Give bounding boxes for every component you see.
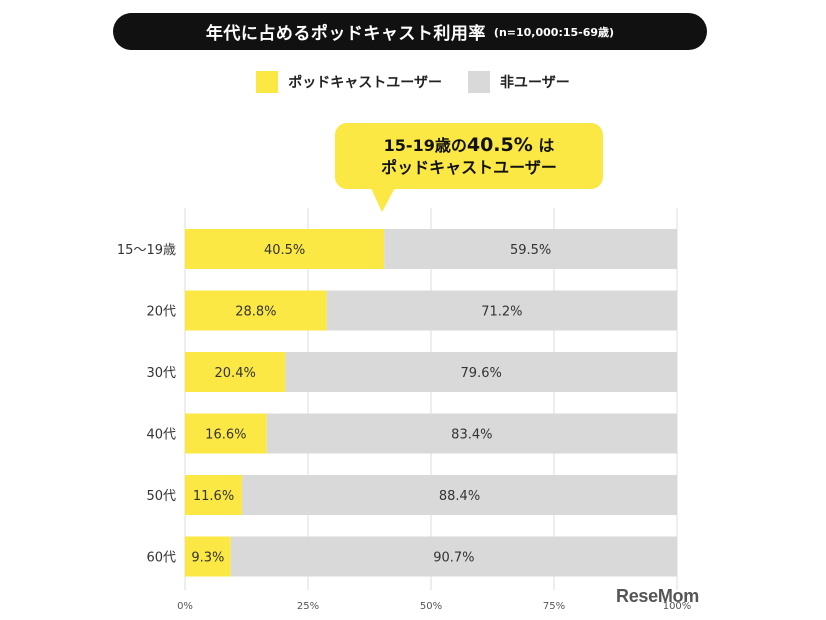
bar-non-users [285,352,677,392]
bar-users [185,290,327,331]
data-label-non-users: 71.2% [481,305,522,320]
callout-line-1: 15-19歳の40.5% は [384,133,555,158]
x-tick-label: 25% [297,601,319,612]
legend-item-users: ポッドキャストユーザー [256,71,442,93]
data-label-users: 16.6% [205,428,246,443]
category-label: 15〜19歳 [117,243,176,258]
category-label: 40代 [146,428,176,443]
legend-swatch-non-users [468,71,490,93]
legend-label-non-users: 非ユーザー [500,75,570,91]
data-label-non-users: 90.7% [433,551,474,566]
category-label: 30代 [146,366,176,381]
data-label-non-users: 79.6% [461,366,502,381]
category-label: 50代 [146,489,176,504]
category-label: 20代 [146,305,176,320]
callout-bubble: 15-19歳の40.5% は ポッドキャストユーザー [335,123,603,189]
bar-non-users [384,229,677,269]
x-tick-label: 50% [420,601,442,612]
bar-users [185,229,385,269]
data-label-users: 9.3% [191,551,224,566]
bar-users [185,352,286,392]
chart-title-bar: 年代に占めるポッドキャスト利用率 (n=10,000:15-69歳) [113,13,707,50]
callout-suffix: は [532,136,555,156]
x-tick-label: 100% [663,601,692,612]
legend-swatch-users [256,71,279,93]
callout-line-2: ポッドキャストユーザー [381,157,557,177]
bar-users [185,536,231,577]
data-label-users: 40.5% [264,243,305,258]
callout-value: 40.5% [466,134,533,157]
bar-non-users [242,475,677,515]
bar-non-users [230,536,678,577]
callout-prefix: 15-19歳の [383,136,467,156]
callout-tail [370,186,396,212]
data-label-users: 20.4% [215,366,256,381]
x-tick-label: 0% [177,601,193,612]
chart-subtitle: (n=10,000:15-69歳) [493,25,615,39]
bar-non-users [266,413,677,454]
x-tick-label: 75% [543,601,565,612]
data-label-non-users: 88.4% [439,489,480,504]
legend: ポッドキャストユーザー 非ユーザー [0,70,826,94]
legend-label-users: ポッドキャストユーザー [288,75,442,91]
bar-non-users [326,290,677,331]
data-label-non-users: 59.5% [510,243,551,258]
resemom-logo: ReseMom [616,586,699,606]
chart-title: 年代に占めるポッドキャスト利用率 [205,24,486,44]
bar-users [185,475,243,515]
data-label-users: 28.8% [235,305,276,320]
legend-item-non-users: 非ユーザー [468,71,570,93]
data-label-users: 11.6% [193,489,234,504]
category-label: 60代 [146,551,176,566]
bar-users [185,413,267,454]
data-label-non-users: 83.4% [451,428,492,443]
